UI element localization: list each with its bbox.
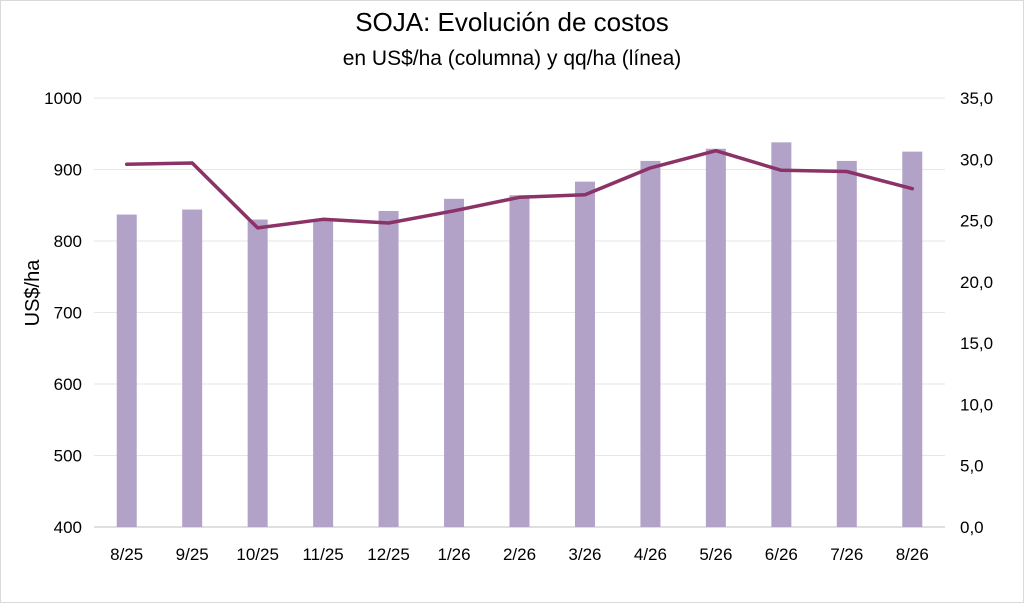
- left-tick-label: 500: [54, 447, 82, 466]
- qq-line-point: [387, 221, 391, 225]
- right-axis-ticks: 0,0 5,0 10,0 15,0 20,0 25,0 30,0 35,0: [960, 89, 993, 537]
- qq-line-point: [256, 226, 260, 230]
- right-tick-label: 20,0: [960, 273, 993, 292]
- cost-bar: [509, 195, 530, 528]
- left-tick-label: 400: [54, 518, 82, 537]
- qq-line-point: [321, 217, 325, 221]
- qq-line-point: [648, 166, 652, 170]
- chart-title: SOJA: Evolución de costos: [355, 7, 669, 37]
- right-tick-label: 10,0: [960, 395, 993, 414]
- x-tick-label: 5/26: [699, 545, 732, 564]
- qq-line-point: [714, 149, 718, 153]
- x-tick-label: 10/25: [236, 545, 279, 564]
- right-tick-label: 25,0: [960, 212, 993, 231]
- x-tick-label: 8/25: [110, 545, 143, 564]
- x-tick-label: 7/26: [830, 545, 863, 564]
- cost-bar: [182, 209, 203, 528]
- right-tick-label: 30,0: [960, 150, 993, 169]
- cost-bar: [378, 210, 399, 527]
- bars-layer: [116, 142, 923, 528]
- y-axis-label: US$/ha: [22, 259, 44, 327]
- qq-line-point: [910, 187, 914, 191]
- x-tick-label: 2/26: [503, 545, 536, 564]
- qq-line-point: [452, 209, 456, 213]
- qq-line-point: [125, 162, 129, 166]
- left-tick-label: 900: [54, 161, 82, 180]
- cost-bar: [705, 148, 726, 527]
- qq-line-point: [779, 168, 783, 172]
- line-layer: [124, 148, 915, 230]
- x-axis-ticks: 8/25 9/25 10/25 11/25 12/25 1/26 2/26 3/26 4/26 5…: [110, 545, 929, 564]
- left-tick-label: 600: [54, 375, 82, 394]
- cost-bar: [444, 198, 465, 527]
- x-tick-label: 9/25: [176, 545, 209, 564]
- qq-line-point: [518, 195, 521, 199]
- right-tick-label: 0,0: [960, 518, 984, 537]
- left-tick-label: 700: [54, 304, 82, 323]
- x-tick-label: 6/26: [765, 545, 798, 564]
- cost-bar: [836, 160, 857, 528]
- x-tick-label: 8/26: [896, 545, 929, 564]
- left-tick-label: 800: [54, 232, 82, 251]
- left-axis-ticks: 400 500 600 700 800 900 1000: [44, 89, 82, 537]
- left-tick-label: 1000: [44, 89, 82, 108]
- right-tick-label: 15,0: [960, 334, 993, 353]
- right-tick-label: 5,0: [960, 457, 984, 476]
- cost-bar: [640, 160, 661, 528]
- x-tick-label: 1/26: [437, 545, 470, 564]
- x-tick-label: 3/26: [568, 545, 601, 564]
- qq-line-point: [190, 161, 194, 165]
- cost-bar: [902, 151, 923, 527]
- qq-line-point: [583, 193, 587, 197]
- cost-bar: [116, 214, 137, 528]
- x-tick-label: 4/26: [634, 545, 667, 564]
- cost-bar: [247, 219, 268, 528]
- cost-bar: [771, 142, 792, 527]
- right-tick-label: 35,0: [960, 89, 993, 108]
- chart-subtitle: en US$/ha (columna) y qq/ha (línea): [343, 47, 682, 70]
- cost-bar: [574, 181, 595, 527]
- qq-line-point: [845, 170, 849, 174]
- cost-bar: [313, 219, 334, 528]
- x-tick-label: 12/25: [367, 545, 410, 564]
- x-tick-label: 11/25: [302, 545, 343, 564]
